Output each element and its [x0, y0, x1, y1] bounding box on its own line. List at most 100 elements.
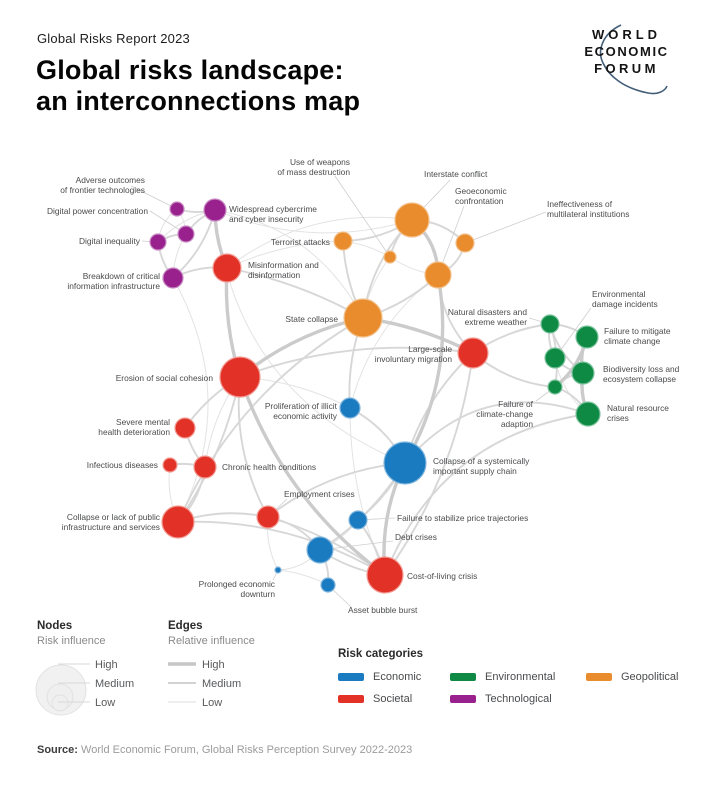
label-pro: Prolonged economic downturn [199, 579, 276, 599]
node-wmd[interactable] [383, 250, 397, 264]
label-infd: Infectious diseases [87, 460, 158, 470]
technological-color-swatch [450, 695, 476, 703]
node-mis[interactable] [212, 253, 242, 283]
label-bio: Biodiversity loss and ecosystem collapse [603, 364, 680, 384]
label-fmc: Failure to mitigate climate change [604, 326, 671, 346]
label-nat: Natural disasters and extreme weather [448, 307, 527, 327]
legend-category-environmental: Environmental [450, 671, 586, 683]
node-nrc[interactable] [575, 401, 601, 427]
leader-ine [464, 211, 547, 244]
wef-logo-word-1: WORLD [591, 27, 662, 42]
node-ass[interactable] [320, 577, 336, 593]
societal-label: Societal [373, 693, 413, 705]
edge-sup-nrc [404, 401, 589, 464]
label-fca: Failure of climate-change adaption [476, 399, 533, 429]
source-text: World Economic Forum, Global Risks Perce… [81, 744, 413, 756]
leader-adv [130, 185, 178, 210]
node-mig[interactable] [457, 337, 489, 369]
environmental-color-swatch [450, 673, 476, 681]
legend-category-technological: Technological [450, 693, 586, 705]
label-col: Cost-of-living crisis [407, 571, 477, 581]
label-wmd: Use of weapons of mass destruction [277, 157, 350, 177]
legend-edges-header: Edges Relative influence [168, 620, 255, 647]
edge-ass-pro [277, 569, 329, 586]
node-ineq[interactable] [149, 233, 167, 251]
environmental-label: Environmental [485, 671, 556, 683]
economic-color-swatch [338, 673, 364, 681]
societal-color-swatch [338, 695, 364, 703]
label-nrc: Natural resource crises [607, 403, 669, 423]
node-adv[interactable] [169, 201, 185, 217]
node-col[interactable] [366, 556, 404, 594]
page-title-line-1: Global risks landscape: [36, 55, 344, 85]
node-fmc[interactable] [575, 325, 599, 349]
node-fsp[interactable] [348, 510, 368, 530]
technological-label: Technological [485, 693, 552, 705]
node-deb[interactable] [306, 536, 334, 564]
node-ine[interactable] [455, 233, 475, 253]
node-bio[interactable] [571, 361, 595, 385]
node-sup[interactable] [383, 441, 427, 485]
wef-logo-word-2: ECONOMIC [584, 44, 669, 59]
node-fca[interactable] [547, 379, 563, 395]
source-line: Source: World Economic Forum, Global Ris… [37, 744, 412, 756]
legend-category-economic: Economic [338, 671, 450, 683]
label-deb: Debt crises [395, 532, 437, 542]
leader-wmd [334, 175, 391, 258]
edge-emp-ero [237, 376, 269, 518]
edge-brk-pub [172, 277, 209, 523]
label-sta: State collapse [285, 314, 338, 324]
node-pro[interactable] [274, 566, 282, 574]
node-ero[interactable] [219, 356, 261, 398]
label-sup: Collapse of a systemically important supp… [433, 456, 530, 476]
economic-label: Economic [373, 671, 422, 683]
legend-node-level-1: Medium [95, 678, 134, 690]
node-infd[interactable] [162, 457, 178, 473]
node-sta[interactable] [343, 298, 383, 338]
edge-cyb-sta [214, 209, 364, 319]
geopolitical-color-swatch [586, 673, 612, 681]
node-chr[interactable] [193, 455, 217, 479]
geopolitical-label: Geopolitical [621, 671, 679, 683]
node-int[interactable] [394, 202, 430, 238]
edge-sta-pub [177, 317, 364, 523]
legend-nodes-title: Nodes [37, 620, 73, 632]
edge-col-pub [177, 520, 386, 576]
node-env[interactable] [544, 347, 566, 369]
legend-risk-categories-title: Risk categories [338, 648, 424, 660]
node-cyb[interactable] [203, 198, 227, 222]
label-fsp: Failure to stabilize price trajectories [397, 513, 528, 523]
node-men[interactable] [174, 417, 196, 439]
label-ter: Terrorist attacks [271, 237, 330, 247]
node-ill[interactable] [339, 397, 361, 419]
edge-ill-col [349, 407, 386, 576]
edge-mig-col [384, 352, 474, 576]
label-emp: Employment crises [284, 489, 355, 499]
node-geo[interactable] [424, 261, 452, 289]
label-mis: Misinformation and disinformation [248, 260, 319, 280]
node-brk[interactable] [162, 267, 184, 289]
node-pub[interactable] [161, 505, 195, 539]
source-label: Source: [37, 744, 78, 756]
page-title-line-2: an interconnections map [36, 86, 361, 116]
node-ter[interactable] [333, 231, 353, 251]
node-pow[interactable] [177, 225, 195, 243]
label-cyb: Widespread cybercrime and cyber insecurit… [229, 204, 317, 224]
label-ine: Ineffectiveness of multilateral instituti… [547, 199, 629, 219]
label-ill: Proliferation of illicit economic activit… [265, 401, 338, 421]
label-pub: Collapse or lack of public infrastructure… [62, 512, 160, 532]
legend-category-societal: Societal [338, 693, 450, 705]
label-chr: Chronic health conditions [222, 462, 316, 472]
label-ineq: Digital inequality [79, 236, 141, 246]
node-emp[interactable] [256, 505, 280, 529]
legend-node-level-2: Low [95, 697, 115, 709]
edge-geo-sup [403, 273, 445, 465]
legend-risk-categories: Risk categories Economic Environmental Geo… [338, 648, 710, 705]
legend-nodes-header: Nodes Risk influence [37, 620, 105, 647]
label-men: Severe mental health deterioration [98, 417, 170, 437]
label-env: Environmental damage incidents [592, 289, 658, 309]
edge-col-nrc [384, 413, 589, 576]
node-nat[interactable] [540, 314, 560, 334]
edge-ill-geo [349, 274, 439, 409]
